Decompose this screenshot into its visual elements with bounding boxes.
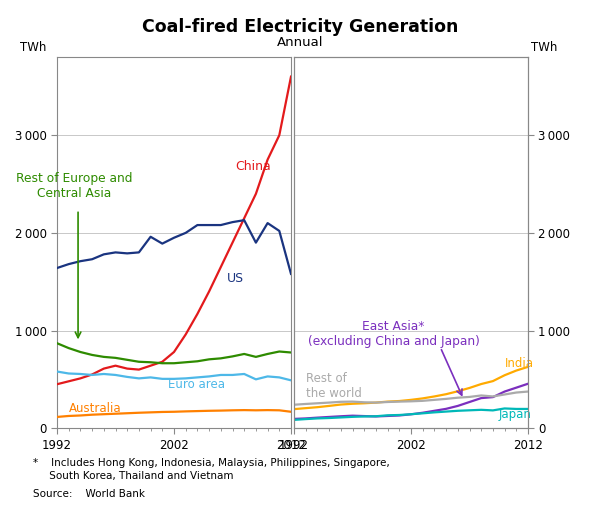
Text: Coal-fired Electricity Generation: Coal-fired Electricity Generation	[142, 18, 458, 36]
Text: Euro area: Euro area	[168, 378, 225, 391]
Text: Annual: Annual	[277, 36, 323, 49]
Text: *    Includes Hong Kong, Indonesia, Malaysia, Philippines, Singapore,: * Includes Hong Kong, Indonesia, Malaysi…	[33, 458, 390, 468]
Text: South Korea, Thailand and Vietnam: South Korea, Thailand and Vietnam	[33, 471, 233, 481]
Text: India: India	[505, 357, 533, 370]
Text: TWh: TWh	[20, 42, 46, 54]
Text: China: China	[235, 160, 271, 173]
Text: TWh: TWh	[531, 42, 557, 54]
Text: Japan: Japan	[499, 407, 532, 420]
Text: Australia: Australia	[69, 402, 121, 415]
Text: US: US	[227, 272, 244, 285]
Text: East Asia*
(excluding China and Japan): East Asia* (excluding China and Japan)	[308, 320, 479, 348]
Text: Rest of
the world: Rest of the world	[306, 372, 362, 400]
Text: Source:    World Bank: Source: World Bank	[33, 489, 145, 499]
Text: Rest of Europe and
Central Asia: Rest of Europe and Central Asia	[16, 172, 133, 200]
